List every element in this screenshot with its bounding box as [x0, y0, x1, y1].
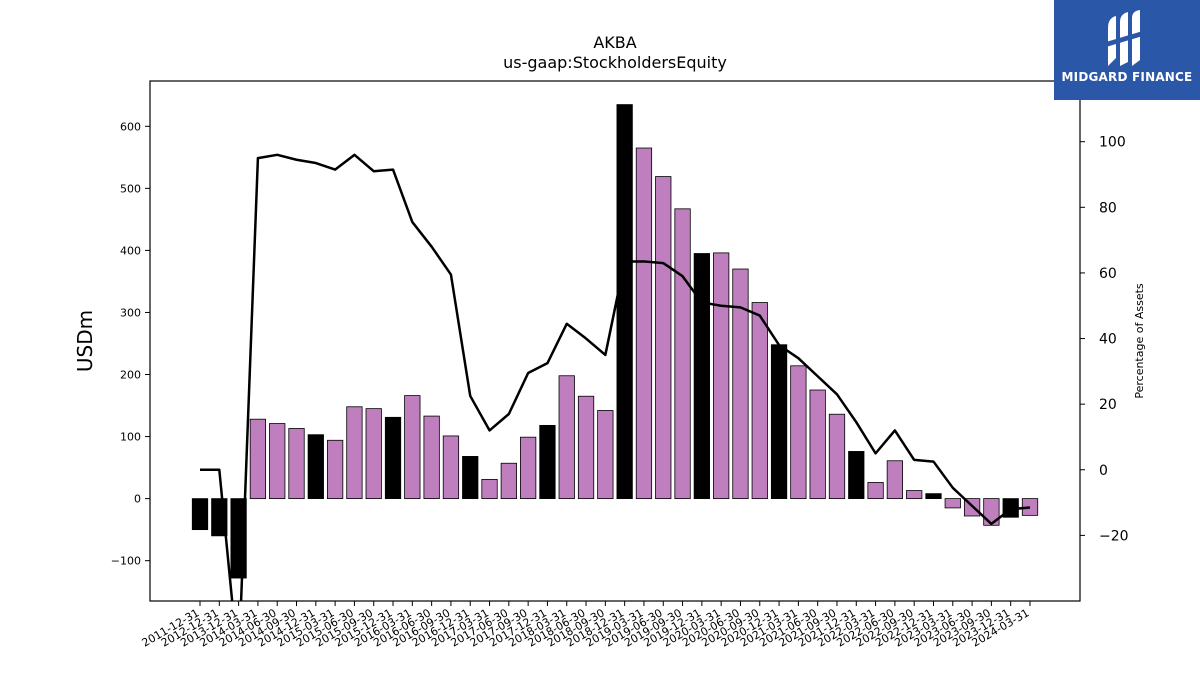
bar: [269, 423, 286, 500]
bar: [751, 302, 768, 500]
percentage-of-assets-line: [200, 153, 1031, 601]
y-tick-label: 300: [120, 306, 141, 319]
y-tick-label: 100: [120, 431, 141, 444]
y-tick-label: −100: [111, 555, 141, 568]
bar: [539, 424, 556, 500]
y2-tick-label: 0: [1099, 463, 1108, 479]
logo-mark-icon: [1106, 10, 1146, 66]
bar: [288, 428, 305, 500]
bar: [693, 253, 710, 500]
bar: [384, 416, 402, 500]
y-tick-label: 200: [120, 369, 141, 382]
bar: [732, 268, 749, 500]
bar: [442, 435, 460, 500]
y-tick-label: 500: [120, 182, 141, 195]
bar: [809, 389, 826, 500]
bar: [500, 462, 517, 500]
midgard-finance-logo: MIDGARD FINANCE: [1054, 0, 1200, 100]
bar: [944, 498, 961, 509]
bar: [462, 456, 479, 500]
bar: [790, 365, 807, 500]
bar: [423, 415, 440, 500]
bar: [346, 406, 363, 500]
bar: [307, 434, 324, 500]
bar: [655, 176, 672, 500]
bar: [713, 252, 730, 500]
bar: [828, 413, 846, 500]
chart-title: AKBA: [593, 33, 636, 52]
y-axis-label: USDm: [73, 310, 97, 372]
bar: [674, 208, 691, 500]
y2-tick-label: 80: [1099, 200, 1117, 216]
bar: [577, 395, 595, 500]
bar: [616, 104, 633, 500]
y2-tick-label: 60: [1099, 266, 1117, 282]
logo-text: MIDGARD FINANCE: [1061, 70, 1193, 84]
bar: [848, 451, 865, 500]
y2-tick-label: 20: [1099, 397, 1117, 413]
bar: [558, 375, 575, 500]
bar: [191, 498, 209, 531]
bar: [925, 493, 942, 500]
bar: [906, 490, 923, 500]
bar: [404, 395, 421, 500]
bar: [520, 436, 537, 500]
bar: [249, 418, 267, 500]
bar: [365, 408, 382, 500]
bar: [481, 478, 498, 500]
chart-subtitle: us-gaap:StockholdersEquity: [503, 53, 727, 72]
y-tick-label: 600: [120, 120, 141, 133]
y-tick-label: 0: [134, 493, 141, 506]
plot-frame: [149, 80, 1081, 602]
bar: [635, 147, 653, 500]
y2-tick-label: 40: [1099, 332, 1117, 348]
bar: [770, 344, 788, 500]
y-tick-label: 400: [120, 244, 141, 257]
y2-tick-label: −20: [1099, 528, 1129, 544]
bar: [326, 439, 344, 500]
bar: [867, 482, 884, 500]
y2-tick-label: 100: [1099, 135, 1126, 151]
bar: [886, 460, 903, 500]
bar: [597, 410, 614, 500]
y2-axis-label: Percentage of Assets: [1133, 283, 1146, 399]
